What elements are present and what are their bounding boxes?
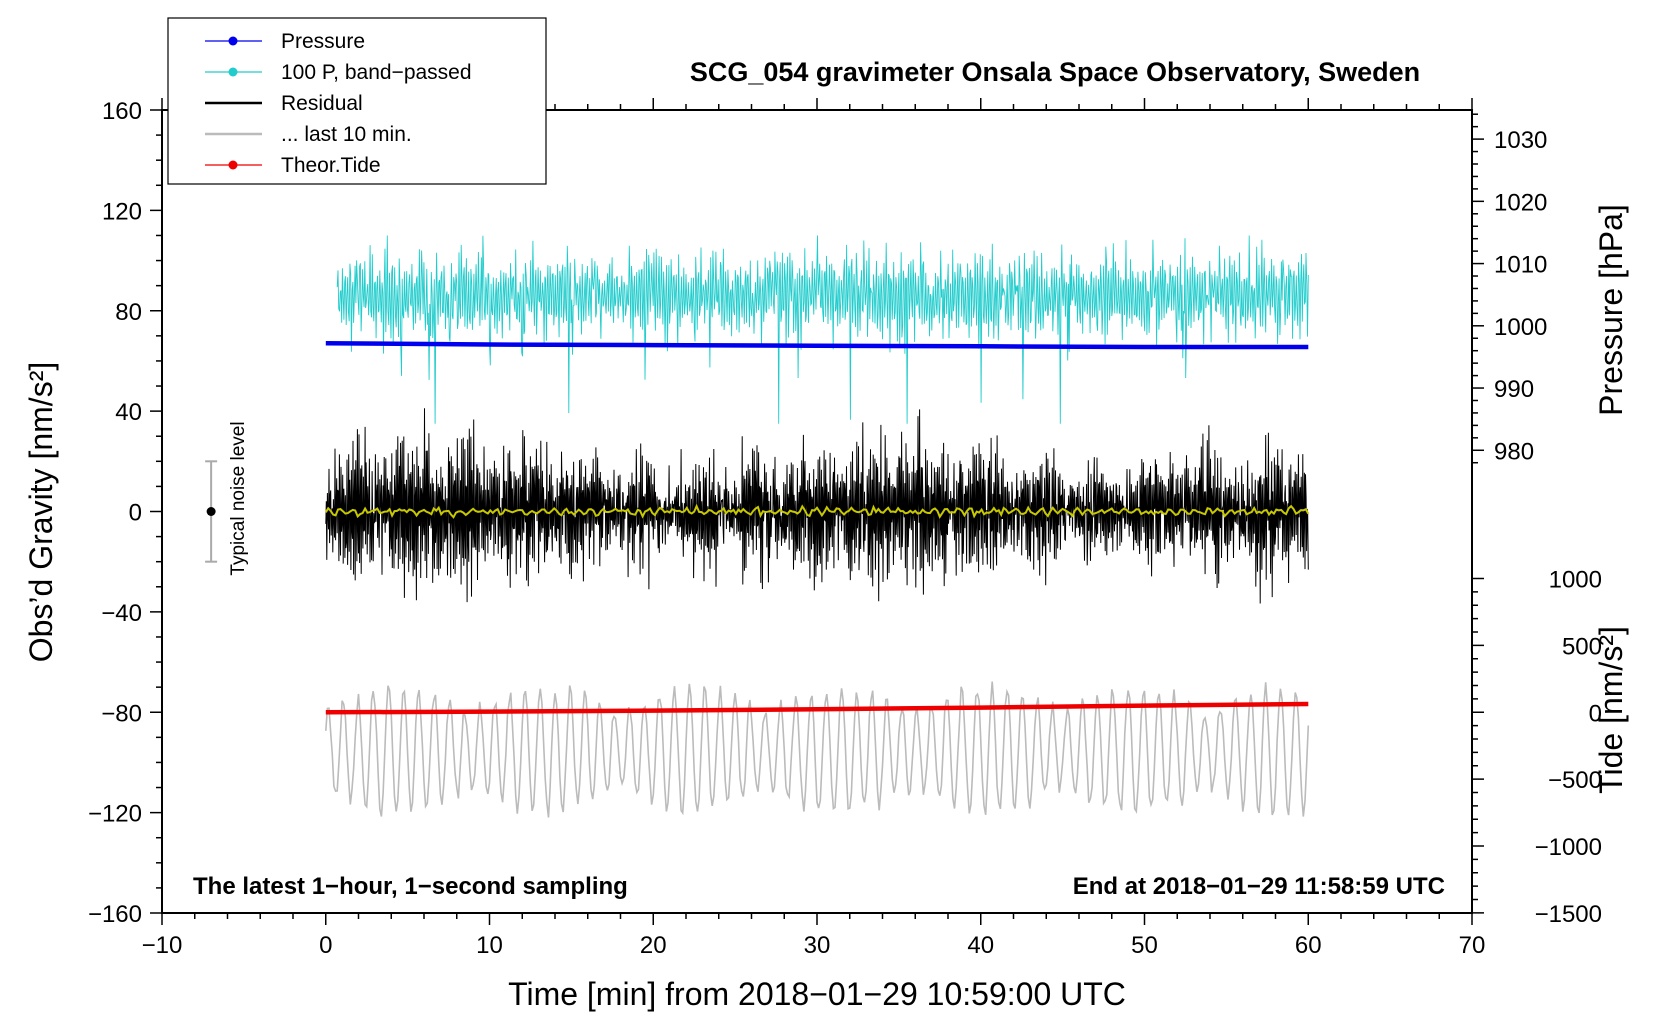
y-tick-label-left: 0: [129, 500, 142, 527]
y-tick-label-left: −40: [101, 600, 142, 627]
tide-tick-label: 0: [1589, 700, 1602, 727]
series-smoothed-residual: [324, 503, 1310, 519]
chart-title: SCG_054 gravimeter Onsala Space Observat…: [690, 57, 1420, 87]
legend-label: Theor.Tide: [281, 154, 381, 177]
tide-tick-label: −1000: [1535, 834, 1602, 861]
x-tick-label: 0: [319, 932, 332, 959]
pressure-tick-label: 1020: [1494, 189, 1547, 216]
y-tick-label-left: −160: [88, 901, 142, 928]
pressure-tick-label: 980: [1494, 438, 1534, 465]
y-tick-label-left: −120: [88, 801, 142, 828]
pressure-tick-label: 1030: [1494, 127, 1547, 154]
x-tick-label: 40: [967, 932, 994, 959]
legend-marker: [228, 36, 238, 46]
tide-tick-label: −1500: [1535, 901, 1602, 928]
y-tick-label-left: 160: [102, 98, 142, 125]
series-pressure: [325, 340, 1309, 350]
x-axis-label: Time [min] from 2018−01−29 10:59:00 UTC: [508, 976, 1126, 1012]
annotation-bottom-right: End at 2018−01−29 11:58:59 UTC: [1073, 873, 1445, 900]
x-tick-label: 60: [1295, 932, 1322, 959]
legend-label: ... last 10 min.: [281, 123, 412, 146]
pressure-tick-label: 1010: [1494, 252, 1547, 279]
y-tick-label-left: 80: [115, 299, 142, 326]
legend-box: [167, 17, 547, 185]
legend-label: Residual: [281, 92, 363, 115]
y-axis-label-left: Obs’d Gravity [nm/s²]: [23, 362, 59, 663]
legend: Pressure 100 P, band−passed Residual ... la…: [167, 17, 547, 185]
y-tick-label-left: 40: [115, 399, 142, 426]
noise-level-indicator: Typical noise level: [205, 421, 249, 576]
pressure-tick-label: 1000: [1494, 314, 1547, 341]
series-last-10-min: [325, 681, 1310, 818]
legend-marker: [228, 160, 238, 170]
axis-ticks: −10 0 10 20 30 40 50 60 7016012080400−40−80−120−…: [88, 98, 1602, 959]
pressure-tick-label: 990: [1494, 376, 1534, 403]
y-axis-label-tide: Tide [nm/s²]: [1593, 626, 1629, 794]
series-bandpassed-pressure: [336, 235, 1309, 424]
x-tick-label: 30: [804, 932, 831, 959]
tide-tick-label: 1000: [1549, 567, 1602, 594]
data-series: [324, 235, 1310, 818]
x-tick-label: 20: [640, 932, 667, 959]
y-tick-label-left: 120: [102, 198, 142, 225]
x-tick-label: −10: [142, 932, 183, 959]
annotation-bottom-left: The latest 1−hour, 1−second sampling: [193, 873, 628, 900]
x-tick-label: 50: [1131, 932, 1158, 959]
noise-center-dot: [206, 507, 216, 516]
x-tick-label: 10: [476, 932, 503, 959]
legend-label: Pressure: [281, 30, 365, 53]
series-theoretical-tide: [325, 701, 1309, 715]
legend-label: 100 P, band−passed: [281, 61, 472, 84]
noise-level-label: Typical noise level: [228, 421, 249, 575]
y-tick-label-left: −80: [101, 700, 142, 727]
x-tick-label: 70: [1459, 932, 1486, 959]
legend-marker: [228, 67, 238, 77]
tide-tick-label: 500: [1562, 633, 1602, 660]
series-residual: [325, 408, 1309, 604]
tide-tick-label: −500: [1548, 767, 1602, 794]
y-axis-label-pressure: Pressure [hPa]: [1593, 204, 1629, 416]
